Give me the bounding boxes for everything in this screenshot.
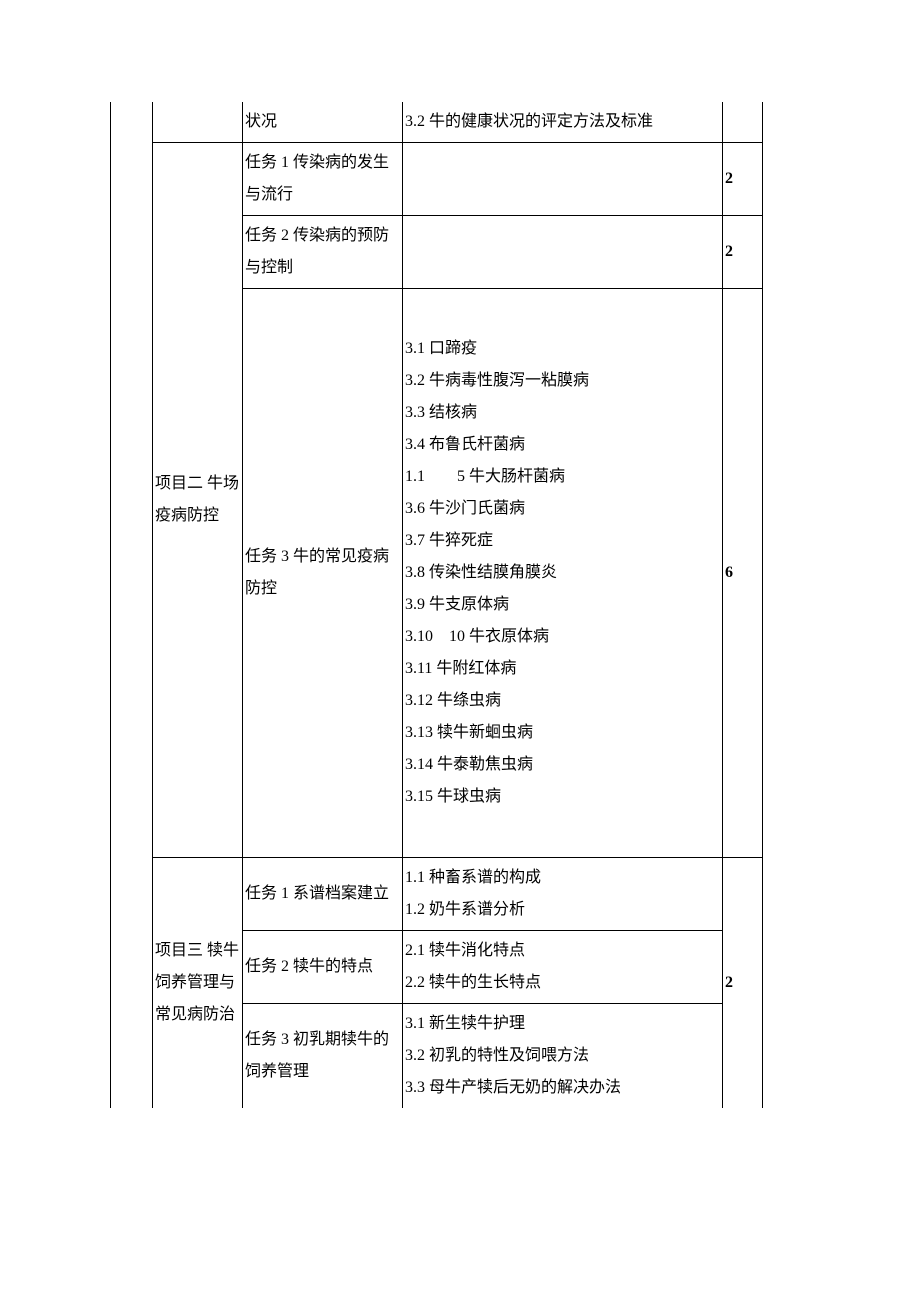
content-cell: 3.1 新生犊牛护理 3.2 初乳的特性及饲喂方法 3.3 母牛产犊后无奶的解决… xyxy=(403,1004,723,1109)
hours-cell: 2 xyxy=(723,143,763,216)
content-line: 2.1 犊牛消化特点 xyxy=(405,935,720,967)
content-cell: 2.1 犊牛消化特点 2.2 犊牛的生长特点 xyxy=(403,931,723,1004)
project-cell xyxy=(153,102,243,143)
content-line: 3.2 牛病毒性腹泻一粘膜病 xyxy=(405,365,720,397)
task-label: 任务 2 犊牛的特点 xyxy=(245,958,373,975)
content-line: 3.1 新生犊牛护理 xyxy=(405,1008,720,1040)
task-cell: 任务 2 犊牛的特点 xyxy=(243,931,403,1004)
content-line: 3.6 牛沙门氏菌病 xyxy=(405,493,720,525)
content-line: 3.15 牛球虫病 xyxy=(405,781,720,813)
hours-value: 6 xyxy=(725,564,733,581)
content-line: 1.1 种畜系谱的构成 xyxy=(405,862,720,894)
hours-cell xyxy=(723,102,763,143)
content-line: 1.1 5 牛大肠杆菌病 xyxy=(405,461,720,493)
task-cell: 任务 3 初乳期犊牛的饲养管理 xyxy=(243,1004,403,1109)
task-label: 任务 3 初乳期犊牛的饲养管理 xyxy=(245,1031,389,1080)
content-line: 1.2 奶牛系谱分析 xyxy=(405,894,720,926)
curriculum-table: 状况 3.2 牛的健康状况的评定方法及标准 项目二 牛场疫病防控 任务 1 传染… xyxy=(110,102,763,1108)
document-page: 状况 3.2 牛的健康状况的评定方法及标准 项目二 牛场疫病防控 任务 1 传染… xyxy=(0,0,920,1301)
content-line: 3.10 10 牛衣原体病 xyxy=(405,621,720,653)
content-cell xyxy=(403,216,723,289)
task-cell: 任务 1 传染病的发生与流行 xyxy=(243,143,403,216)
hours-value: 2 xyxy=(725,170,733,187)
content-line: 3.8 传染性结膜角膜炎 xyxy=(405,557,720,589)
task-label: 任务 3 牛的常见疫病防控 xyxy=(245,548,389,597)
content-cell: 3.1 口蹄疫 3.2 牛病毒性腹泻一粘膜病 3.3 结核病 3.4 布鲁氏杆菌… xyxy=(403,289,723,858)
hours-value: 2 xyxy=(725,974,733,991)
task-cell: 任务 2 传染病的预防与控制 xyxy=(243,216,403,289)
content-line: 3.3 结核病 xyxy=(405,397,720,429)
hours-cell: 2 xyxy=(723,858,763,1109)
content-line: 2.2 犊牛的生长特点 xyxy=(405,967,720,999)
task-cell: 任务 3 牛的常见疫病防控 xyxy=(243,289,403,858)
task-label: 任务 1 传染病的发生与流行 xyxy=(245,154,389,203)
project-cell: 项目二 牛场疫病防控 xyxy=(153,143,243,858)
content-line: 3.4 布鲁氏杆菌病 xyxy=(405,429,720,461)
content-line: 3.2 初乳的特性及饲喂方法 xyxy=(405,1040,720,1072)
content-line: 3.3 母牛产犊后无奶的解决办法 xyxy=(405,1072,720,1104)
table-row: 项目三 犊牛饲养管理与常见病防治 任务 1 系谱档案建立 1.1 种畜系谱的构成… xyxy=(111,858,763,931)
hours-cell: 6 xyxy=(723,289,763,858)
task-label: 任务 2 传染病的预防与控制 xyxy=(245,227,389,276)
hours-value: 2 xyxy=(725,243,733,260)
left-margin-cell xyxy=(111,102,153,1108)
task-label: 任务 1 系谱档案建立 xyxy=(245,885,389,902)
content-line: 3.1 口蹄疫 xyxy=(405,333,720,365)
hours-cell: 2 xyxy=(723,216,763,289)
content-cell xyxy=(403,143,723,216)
content-line: 3.9 牛支原体病 xyxy=(405,589,720,621)
task-cell: 状况 xyxy=(243,102,403,143)
task-label: 状况 xyxy=(245,113,277,130)
project-label: 项目三 犊牛饲养管理与常见病防治 xyxy=(155,942,239,1023)
project-label: 项目二 牛场疫病防控 xyxy=(155,475,239,524)
content-line: 3.14 牛泰勒焦虫病 xyxy=(405,749,720,781)
content-cell: 1.1 种畜系谱的构成 1.2 奶牛系谱分析 xyxy=(403,858,723,931)
table-row: 状况 3.2 牛的健康状况的评定方法及标准 xyxy=(111,102,763,143)
task-cell: 任务 1 系谱档案建立 xyxy=(243,858,403,931)
content-line: 3.7 牛猝死症 xyxy=(405,525,720,557)
project-cell: 项目三 犊牛饲养管理与常见病防治 xyxy=(153,858,243,1109)
content-cell: 3.2 牛的健康状况的评定方法及标准 xyxy=(403,102,723,143)
content-line: 3.12 牛绦虫病 xyxy=(405,685,720,717)
table-row: 项目二 牛场疫病防控 任务 1 传染病的发生与流行 2 xyxy=(111,143,763,216)
content-text: 3.2 牛的健康状况的评定方法及标准 xyxy=(405,113,653,130)
content-line: 3.13 犊牛新蛔虫病 xyxy=(405,717,720,749)
content-line: 3.11 牛附红体病 xyxy=(405,653,720,685)
